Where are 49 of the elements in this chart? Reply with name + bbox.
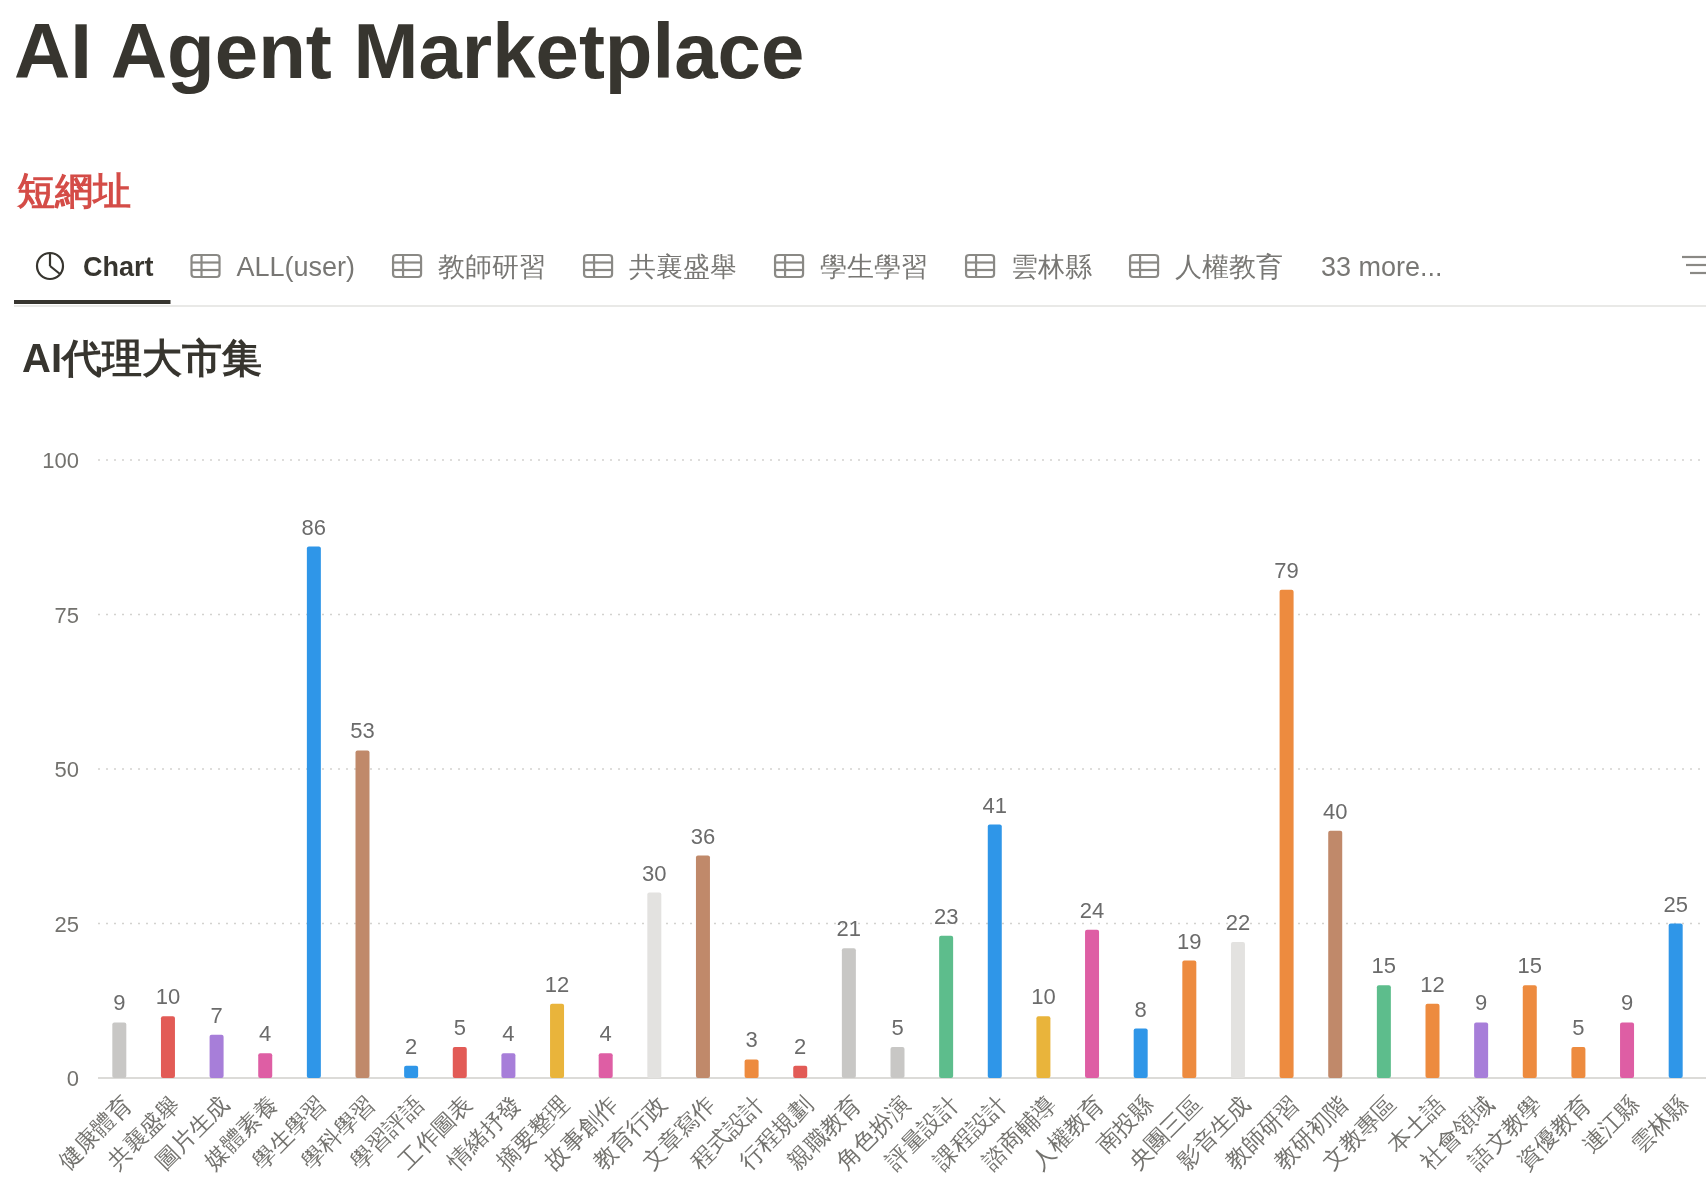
chart-title: AI代理大市集 (22, 336, 262, 380)
data-label: 12 (1420, 971, 1445, 997)
text: 雲林縣 (1011, 252, 1093, 282)
data-label: 41 (982, 792, 1008, 818)
data-label: 2 (794, 1033, 807, 1059)
data-label: 10 (155, 984, 181, 1010)
data-label: 23 (933, 903, 959, 929)
y-tick-label: 100 (42, 448, 79, 473)
data-label: 9 (113, 990, 126, 1016)
y-tick-label: 75 (54, 602, 79, 628)
text: 教師研習 (438, 252, 547, 282)
data-label: 30 (642, 860, 667, 886)
data-label: 2 (405, 1033, 418, 1059)
data-label: 24 (1079, 897, 1105, 923)
data-label: 15 (1517, 953, 1543, 979)
text: 短網址 (16, 170, 131, 212)
y-tick-label: 0 (66, 1066, 79, 1091)
data-label: 10 (1031, 984, 1056, 1010)
data-label: 9 (1475, 990, 1488, 1016)
text: 學生學習 (820, 252, 929, 282)
data-label: 12 (544, 971, 570, 997)
text: Chart (83, 252, 154, 282)
data-label: 5 (1572, 1015, 1585, 1041)
data-label: 4 (502, 1021, 515, 1047)
text: 共襄盛舉 (629, 252, 738, 282)
data-label: 5 (891, 1015, 904, 1041)
data-label: 3 (745, 1027, 758, 1053)
data-label: 36 (690, 823, 716, 849)
data-label: 8 (1134, 996, 1147, 1022)
y-tick-label: 50 (54, 757, 79, 782)
data-label: 79 (1274, 557, 1299, 583)
data-label: 9 (1620, 990, 1634, 1016)
text: AI Agent Marketplace (14, 7, 805, 95)
text: 人權教育 (1175, 252, 1284, 282)
data-label: 21 (836, 916, 862, 942)
y-tick-label: 25 (54, 911, 79, 937)
data-label: 25 (1663, 891, 1688, 917)
text: 33 more... (1321, 252, 1443, 282)
data-label: 19 (1177, 928, 1202, 954)
data-label: 53 (350, 718, 375, 744)
data-label: 15 (1371, 953, 1397, 979)
data-label: 86 (301, 514, 327, 540)
data-label: 4 (599, 1021, 612, 1047)
text: ALL(user) (236, 252, 356, 282)
data-label: 22 (1225, 910, 1251, 936)
data-label: 5 (453, 1015, 466, 1041)
data-label: 4 (259, 1021, 272, 1047)
data-label: 7 (210, 1002, 223, 1028)
data-label: 40 (1322, 798, 1348, 824)
